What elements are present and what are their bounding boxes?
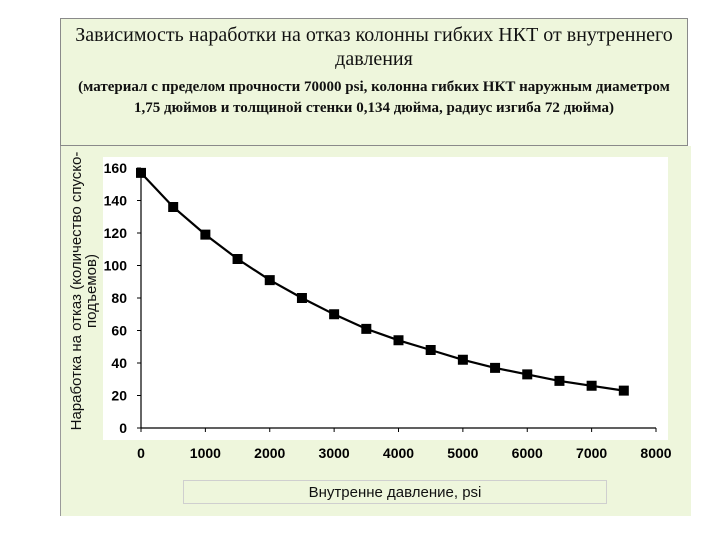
x-tick-label: 3000 xyxy=(319,445,350,461)
y-tick-label: 140 xyxy=(104,193,128,209)
data-point-marker xyxy=(393,335,404,346)
y-tick-label: 80 xyxy=(111,290,127,306)
x-tick-label: 4000 xyxy=(383,445,414,461)
x-tick-labels: 0 1000 2000 3000 4000 5000 6000 7000 8000 xyxy=(137,445,672,461)
series-line xyxy=(140,172,624,392)
data-point-marker xyxy=(490,362,501,373)
data-point-marker xyxy=(457,354,468,365)
title-box: Зависимость наработки на отказ колонны г… xyxy=(60,18,688,146)
data-point-marker xyxy=(200,229,211,240)
x-tick-label: 1000 xyxy=(190,445,221,461)
y-tick-label: 160 xyxy=(104,160,128,176)
y-tick-label: 100 xyxy=(104,258,128,274)
y-tick-label: 20 xyxy=(111,388,127,404)
data-point-marker xyxy=(232,254,243,264)
data-point-marker xyxy=(586,380,597,391)
y-tick-label: 40 xyxy=(111,355,127,371)
x-tick-label: 2000 xyxy=(254,445,285,461)
data-point-marker xyxy=(361,323,372,334)
x-tick-label: 6000 xyxy=(512,445,543,461)
y-tick-label: 60 xyxy=(111,323,127,339)
data-point-marker xyxy=(425,345,436,355)
x-tick-label: 0 xyxy=(137,445,145,461)
series-line-group xyxy=(140,172,624,392)
marker-group xyxy=(136,167,629,396)
data-point-marker xyxy=(554,375,565,386)
data-point-marker xyxy=(168,202,179,212)
y-tick-label: 0 xyxy=(119,420,127,436)
x-tick-label: 5000 xyxy=(447,445,478,461)
data-point-marker xyxy=(618,385,629,396)
data-point-marker xyxy=(329,309,340,320)
chart-title: Зависимость наработки на отказ колонны г… xyxy=(75,24,673,70)
x-tick-label: 7000 xyxy=(576,445,607,461)
data-point-marker xyxy=(264,275,275,286)
x-axis-label: Внутренне давление, psi xyxy=(308,484,482,501)
y-axis-label-box xyxy=(66,150,102,432)
chart-subtitle: (материал с пределом прочности 70000 psi… xyxy=(78,79,670,116)
x-axis-label-box: Внутренне давление, psi xyxy=(183,480,607,504)
data-point-marker xyxy=(136,167,146,178)
axes xyxy=(137,167,657,432)
data-point-marker xyxy=(522,369,533,380)
y-tick-labels: 0 20 40 60 80 100 120 140 160 xyxy=(104,160,128,436)
plot-area xyxy=(103,157,668,440)
x-tick-label: 8000 xyxy=(640,445,671,461)
data-point-marker xyxy=(296,293,307,303)
y-tick-label: 120 xyxy=(104,225,128,241)
